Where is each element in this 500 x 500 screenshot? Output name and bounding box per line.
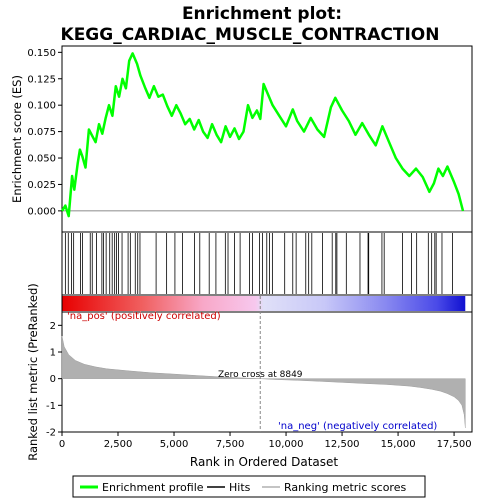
zero-cross-label: Zero cross at 8849 <box>218 370 303 380</box>
rank-color-bar <box>62 296 466 311</box>
es-y-tick-label: 0.125 <box>27 74 56 85</box>
es-y-tick-label: 0.150 <box>27 48 56 59</box>
x-tick-label: 10,000 <box>269 439 304 450</box>
chart-title-line-1: Enrichment plot: <box>182 4 342 24</box>
legend-box <box>72 475 426 498</box>
x-axis-label: Rank in Ordered Dataset <box>190 455 338 469</box>
x-tick-label: 12,500 <box>325 439 360 450</box>
positive-correlation-label: 'na_pos' (positively correlated) <box>67 311 221 322</box>
x-tick-label: 0 <box>59 439 65 450</box>
es-y-tick-label: 0.000 <box>27 206 56 217</box>
ranked-y-axis: -2 -1 0 1 2 <box>46 321 62 439</box>
ranking-metric-area <box>61 335 466 429</box>
ranked-y-axis-label: Ranked list metric (PreRanked) <box>26 283 40 461</box>
x-tick-label: 2,500 <box>104 439 133 450</box>
es-y-axis-label: Enrichment score (ES) <box>10 75 24 203</box>
x-axis: 0 2,500 5,000 7,500 10,000 12,500 15,000 17,500 <box>59 432 472 450</box>
ranked-y-tick-label: 1 <box>50 348 56 359</box>
hits-markers <box>64 233 453 294</box>
es-panel-frame <box>61 45 473 233</box>
legend-ranking-label: Ranking metric scores <box>284 481 406 494</box>
x-tick-label: 7,500 <box>216 439 245 450</box>
ranked-y-tick-label: 0 <box>50 374 56 385</box>
es-y-tick-label: 0.050 <box>27 154 56 165</box>
es-y-tick-label: 0.075 <box>27 127 56 138</box>
es-y-tick-label: 0.100 <box>27 101 56 112</box>
chart-title-line-2: KEGG_CARDIAC_MUSCLE_CONTRACTION <box>61 25 440 45</box>
legend-enrichment-label: Enrichment profile <box>102 481 204 494</box>
negative-correlation-label: 'na_neg' (negatively correlated) <box>278 421 437 432</box>
ranked-y-tick-label: -1 <box>46 401 56 412</box>
es-y-tick-label: 0.025 <box>27 180 56 191</box>
ranked-y-tick-label: -2 <box>46 428 56 439</box>
enrichment-profile-line <box>60 52 465 218</box>
es-y-axis: 0.000 0.025 0.050 0.075 0.100 0.125 0.150 <box>27 48 62 217</box>
ranked-y-tick-label: 2 <box>50 321 56 332</box>
x-tick-label: 5,000 <box>160 439 189 450</box>
x-tick-label: 15,000 <box>381 439 416 450</box>
x-tick-label: 17,500 <box>437 439 472 450</box>
legend-hits-label: Hits <box>229 481 251 494</box>
